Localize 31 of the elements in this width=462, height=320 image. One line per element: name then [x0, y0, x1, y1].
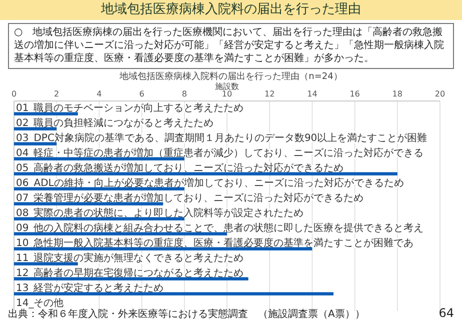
- x-tick-label: 16: [350, 89, 360, 98]
- x-tick-label: 2: [54, 89, 60, 98]
- chart-subtitle: 地域包括医療病棟入院料の届出を行った理由（n=24）: [118, 71, 342, 82]
- annotation: 出典：令和６年度入院・外来医療等における実態調査 （施設調査票（A票））: [8, 308, 365, 320]
- bar: [14, 202, 164, 206]
- text: ○ 地域包括医療病棟の届出を行った医療機関において、届出を行った理由は「高齢者の救急搬送の増加に伴いニーズに沿った対応が可能」「経営が安定すると考えた」「急性期一般病棟入院基本料等の重症度、医療・看護必要度の基準を満たすことが困難」が多かった。: [8, 23, 454, 69]
- x-tick-label: 0: [11, 89, 17, 98]
- x-tick-label: 18: [392, 89, 402, 98]
- bar: [14, 112, 78, 116]
- bar: [14, 247, 312, 250]
- y-tick-label: 14_その他: [16, 297, 64, 309]
- bar: [14, 142, 57, 146]
- x-tick-label: 4: [96, 89, 102, 98]
- bar: [14, 232, 227, 236]
- bar: [14, 262, 78, 266]
- bar: [14, 217, 184, 220]
- x-tick-label: 12: [264, 89, 275, 98]
- x-tick-label: 10: [222, 89, 232, 98]
- annotation: 64: [438, 306, 454, 320]
- x-axis-title: 施設数: [215, 82, 239, 91]
- bar: [14, 172, 398, 176]
- bar: [14, 157, 184, 160]
- bar: [14, 127, 57, 130]
- x-tick-label: 6: [139, 89, 144, 98]
- bar: [14, 292, 334, 296]
- x-tick-label: 20: [434, 89, 446, 98]
- chart-title: 地域包括医療病棟入院料の届出を行った理由: [0, 0, 462, 20]
- bar: [14, 277, 248, 280]
- x-tick-label: 14: [307, 89, 318, 98]
- bar: [14, 187, 184, 190]
- x-tick-label: 8: [182, 89, 187, 98]
